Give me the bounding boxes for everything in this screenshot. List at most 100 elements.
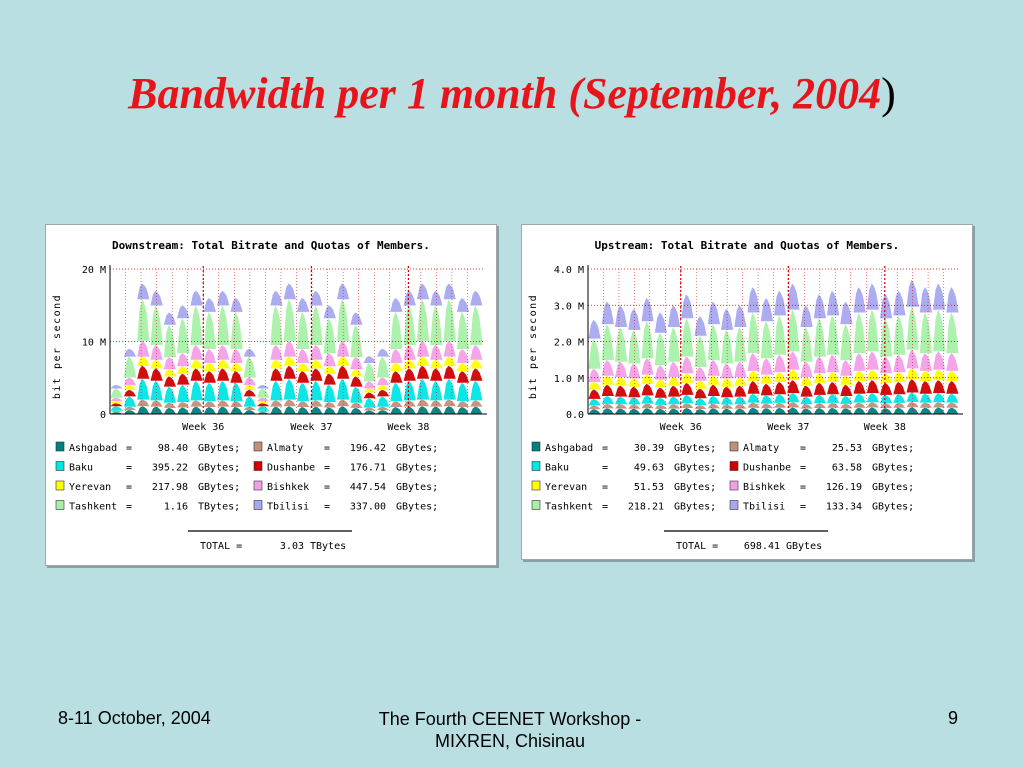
downstream-chart-title: Downstream: Total Bitrate and Quotas of … (112, 239, 430, 252)
downstream-area-dushanbe-25 (443, 365, 456, 379)
downstream-area-baku-22 (403, 380, 416, 401)
downstream-legend-swatch-ashgabad (55, 441, 65, 452)
upstream-area-baku-26 (933, 393, 946, 403)
downstream-area-yerevan-8 (217, 359, 230, 369)
upstream-area-bishkek-16 (800, 361, 813, 377)
downstream-area-bishkek-6 (190, 345, 203, 360)
upstream-area-tbilisi-14 (774, 290, 787, 316)
upstream-area-tbilisi-12 (747, 287, 760, 313)
upstream-area-bishkek-23 (893, 354, 906, 373)
upstream-area-tbilisi-6 (668, 305, 681, 327)
downstream-area-tbilisi-24 (430, 290, 443, 306)
downstream-area-yerevan-1 (123, 385, 137, 390)
upstream-area-baku-7 (681, 394, 694, 404)
downstream-area-almaty-17 (337, 399, 350, 407)
upstream-area-baku-21 (866, 393, 879, 403)
upstream-area-ashgabad-7 (681, 408, 694, 414)
upstream-area-yerevan-3 (628, 378, 641, 387)
downstream-area-baku-19 (363, 398, 376, 408)
upstream-area-dushanbe-21 (866, 380, 879, 394)
upstream-area-dushanbe-10 (721, 386, 734, 398)
upstream-area-ashgabad-21 (866, 407, 879, 414)
downstream-legend-unit-5: GBytes; (396, 482, 438, 493)
downstream-area-tbilisi-19 (363, 356, 376, 363)
upstream-legend-value-dushanbe: 63.58 (832, 463, 862, 474)
upstream-legend-eq-2: = (602, 463, 608, 474)
upstream-area-tashkent-3 (628, 329, 641, 364)
downstream-chart: Downstream: Total Bitrate and Quotas of … (52, 239, 487, 552)
downstream-area-baku-15 (310, 380, 323, 401)
downstream-area-bishkek-7 (203, 349, 216, 363)
upstream-chart-title: Upstream: Total Bitrate and Quotas of Me… (595, 239, 900, 252)
downstream-area-tbilisi-22 (403, 290, 416, 306)
upstream-area-ashgabad-1 (601, 408, 614, 414)
downstream-area-bishkek-17 (337, 340, 350, 357)
downstream-area-tbilisi-12 (270, 290, 283, 306)
upstream-area-baku-0 (588, 398, 601, 406)
downstream-area-almaty-8 (217, 400, 230, 407)
upstream-ytick-2: 2.0 M (554, 338, 584, 349)
upstream-area-dushanbe-8 (694, 388, 707, 399)
downstream-xtick-2: Week 38 (387, 422, 429, 433)
upstream-area-almaty-4 (641, 403, 654, 409)
upstream-legend-value-almaty: 25.53 (832, 443, 862, 454)
upstream-area-baku-15 (787, 393, 800, 403)
upstream-area-tbilisi-19 (840, 301, 853, 325)
downstream-area-dushanbe-20 (377, 389, 390, 397)
downstream-legend-swatch-dushanbe (253, 461, 263, 471)
upstream-area-bishkek-2 (615, 361, 628, 377)
upstream-area-tbilisi-3 (628, 308, 641, 330)
downstream-area-tbilisi-27 (470, 290, 483, 306)
upstream-area-yerevan-11 (734, 377, 747, 386)
upstream-area-baku-24 (906, 392, 919, 402)
upstream-legend-name-dushanbe: Dushanbe (743, 463, 791, 474)
upstream-area-almaty-19 (840, 403, 853, 409)
downstream-area-tbilisi-20 (377, 348, 390, 357)
upstream-area-dushanbe-1 (601, 384, 614, 396)
footer-date: 8-11 October, 2004 (58, 708, 211, 728)
downstream-area-yerevan-21 (390, 363, 403, 372)
downstream-legend-name-tashkent: Tashkent (69, 502, 117, 513)
upstream-area-bishkek-10 (721, 363, 734, 379)
downstream-area-bishkek-9 (230, 349, 243, 363)
upstream-area-yerevan-25 (919, 370, 932, 381)
upstream-area-dushanbe-23 (893, 382, 906, 395)
upstream-area-almaty-25 (919, 402, 932, 408)
downstream-legend-value-baku: 395.22 (152, 463, 188, 474)
downstream-legend-swatch-yerevan (55, 480, 65, 491)
upstream-area-tbilisi-15 (787, 283, 800, 310)
downstream-area-yerevan-22 (403, 359, 416, 369)
upstream-area-bishkek-11 (734, 361, 747, 377)
upstream-area-yerevan-24 (906, 368, 919, 380)
upstream-area-bishkek-26 (933, 351, 946, 370)
downstream-area-tashkent-24 (430, 305, 443, 345)
upstream-legend-value-tashkent: 218.21 (628, 502, 664, 513)
downstream-area-ashgabad-7 (203, 407, 216, 414)
upstream-legend-eq-3: = (800, 463, 806, 474)
downstream-area-bishkek-20 (377, 377, 390, 386)
upstream-area-dushanbe-6 (668, 385, 681, 397)
downstream-area-baku-7 (203, 382, 216, 402)
downstream-area-ashgabad-19 (363, 410, 376, 414)
downstream-area-yerevan-4 (163, 369, 177, 377)
upstream-area-baku-8 (694, 398, 707, 406)
upstream-area-almaty-22 (880, 403, 893, 408)
downstream-area-dushanbe-11 (257, 403, 270, 407)
upstream-xtick-0: Week 36 (660, 422, 702, 433)
upstream-legend-unit-7: GBytes; (872, 502, 914, 513)
downstream-ytick-2: 20 M (82, 265, 106, 276)
upstream-area-bishkek-27 (946, 353, 959, 371)
upstream-area-ashgabad-26 (933, 407, 946, 414)
downstream-area-dushanbe-2 (137, 365, 150, 379)
downstream-area-yerevan-3 (150, 359, 163, 369)
downstream-area-tashkent-21 (390, 311, 403, 349)
downstream-area-tbilisi-3 (150, 290, 163, 306)
downstream-area-tashkent-10 (243, 356, 256, 378)
upstream-area-almaty-10 (721, 404, 734, 409)
upstream-area-tashkent-12 (747, 312, 760, 354)
downstream-area-dushanbe-8 (217, 368, 230, 381)
upstream-area-ashgabad-8 (694, 409, 707, 414)
downstream-area-tashkent-25 (443, 299, 456, 341)
downstream-area-yerevan-9 (230, 363, 243, 372)
downstream-area-yerevan-13 (283, 356, 296, 366)
